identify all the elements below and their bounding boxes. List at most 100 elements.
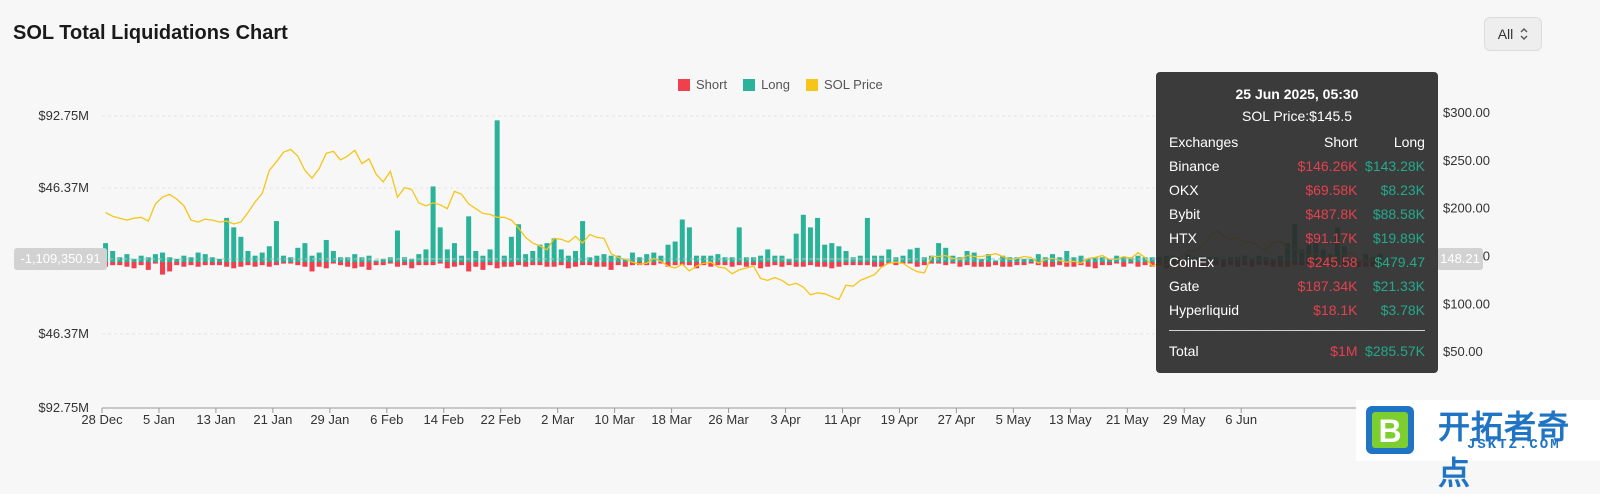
short-bar <box>530 262 536 266</box>
short-bar <box>572 262 578 267</box>
legend-item-sol-price[interactable]: SOL Price <box>806 77 883 92</box>
short-bar <box>224 262 230 267</box>
long-bar <box>174 258 180 262</box>
short-bar <box>544 262 550 267</box>
short-bar <box>352 262 358 269</box>
long-bar <box>437 227 443 262</box>
long-bar <box>686 227 692 262</box>
range-select[interactable]: All <box>1484 17 1542 51</box>
long-bar <box>558 249 564 262</box>
long-bar <box>1085 258 1091 262</box>
x-axis-tick-label: 18 Mar <box>651 412 692 427</box>
short-bar <box>815 262 821 267</box>
long-bar <box>1099 257 1105 262</box>
short-bar <box>936 262 942 264</box>
legend-label-short: Short <box>696 77 728 92</box>
long-bar <box>1035 254 1041 262</box>
long-bar <box>1149 257 1155 262</box>
tooltip-short-value: $69.58K <box>1305 182 1358 198</box>
short-bar <box>508 262 514 267</box>
right-axis-tick-label: $300.00 <box>1443 105 1490 120</box>
short-bar <box>580 262 586 266</box>
long-bar <box>786 258 792 262</box>
legend-item-short[interactable]: Short <box>678 77 727 92</box>
tooltip-exchange: Bybit <box>1169 206 1201 222</box>
short-bar <box>145 262 151 270</box>
short-bar <box>750 262 756 266</box>
long-bar <box>729 257 735 262</box>
short-bar <box>195 262 201 267</box>
long-bar <box>430 186 436 262</box>
short-bar <box>893 262 899 266</box>
long-bar <box>124 254 130 262</box>
short-bar <box>686 262 692 266</box>
long-bar <box>936 243 942 262</box>
tooltip-row: Hyperliquid $18.1K $3.78K <box>1169 298 1425 322</box>
short-bar <box>160 262 166 275</box>
short-bar <box>402 262 408 266</box>
short-bar <box>594 262 600 267</box>
short-bar <box>629 262 635 266</box>
long-bar <box>893 257 899 262</box>
long-bar <box>793 233 799 262</box>
short-bar <box>1135 262 1141 267</box>
short-bar <box>836 262 842 267</box>
tooltip-exchange: Gate <box>1169 278 1200 294</box>
crosshair-right-label: 148.21 <box>1440 251 1480 266</box>
tooltip-exchange: Binance <box>1169 158 1220 174</box>
x-axis-tick-label: 6 Jun <box>1225 412 1257 427</box>
short-bar <box>587 262 593 266</box>
chart-axes: $92.75M $46.37M $46.37M $92.75M $300.00 $250.… <box>38 105 1490 427</box>
right-axis-tick-label: $250.00 <box>1443 153 1490 168</box>
x-axis-tick-label: 2 Mar <box>541 412 575 427</box>
short-bar <box>523 262 529 267</box>
long-bar <box>359 257 365 262</box>
short-bar <box>729 262 735 267</box>
tooltip-total-short: $1M <box>1330 343 1358 359</box>
short-bar <box>786 262 792 266</box>
long-bar <box>281 255 287 262</box>
long-bar <box>580 221 586 262</box>
x-axis-tick-label: 19 Apr <box>881 412 919 427</box>
short-bar <box>565 262 571 269</box>
short-bar <box>850 262 856 266</box>
long-bar <box>544 243 550 262</box>
long-bar <box>615 255 621 262</box>
long-bar <box>188 257 194 262</box>
short-bar <box>444 262 450 269</box>
short-bar <box>1028 262 1034 264</box>
short-bar <box>743 262 749 267</box>
tooltip-header-short: Short <box>1324 134 1358 150</box>
long-bar <box>637 257 643 262</box>
long-bar <box>352 254 358 262</box>
tooltip-date: 25 Jun 2025, 05:30 <box>1235 86 1359 102</box>
long-bar <box>394 230 400 262</box>
long-bar <box>1135 255 1141 262</box>
long-bar <box>672 241 678 262</box>
long-bar <box>131 258 137 262</box>
long-bar <box>117 257 123 262</box>
short-bar <box>330 262 336 264</box>
long-bar <box>508 236 514 262</box>
short-bar <box>316 262 322 267</box>
long-bar <box>152 254 158 262</box>
long-bar <box>822 244 828 262</box>
long-bar <box>765 249 771 262</box>
b-logo-icon: B <box>1366 406 1414 454</box>
short-bar <box>622 262 628 267</box>
x-axis-tick-label: 14 Feb <box>424 412 464 427</box>
legend-item-long[interactable]: Long <box>743 77 790 92</box>
right-axis-tick-label: $200.00 <box>1443 201 1490 216</box>
long-bar <box>694 255 700 262</box>
short-bar <box>209 262 215 266</box>
short-bar <box>558 262 564 266</box>
long-bar <box>345 257 351 262</box>
x-axis-tick-label: 10 Mar <box>594 412 635 427</box>
short-bar <box>430 262 436 266</box>
long-bar <box>160 252 166 262</box>
short-bar <box>1106 262 1112 266</box>
short-bar <box>1042 262 1048 267</box>
tooltip-short-value: $91.17K <box>1305 230 1358 246</box>
short-bar <box>188 262 194 266</box>
tooltip-long-value: $8.23K <box>1380 182 1425 198</box>
